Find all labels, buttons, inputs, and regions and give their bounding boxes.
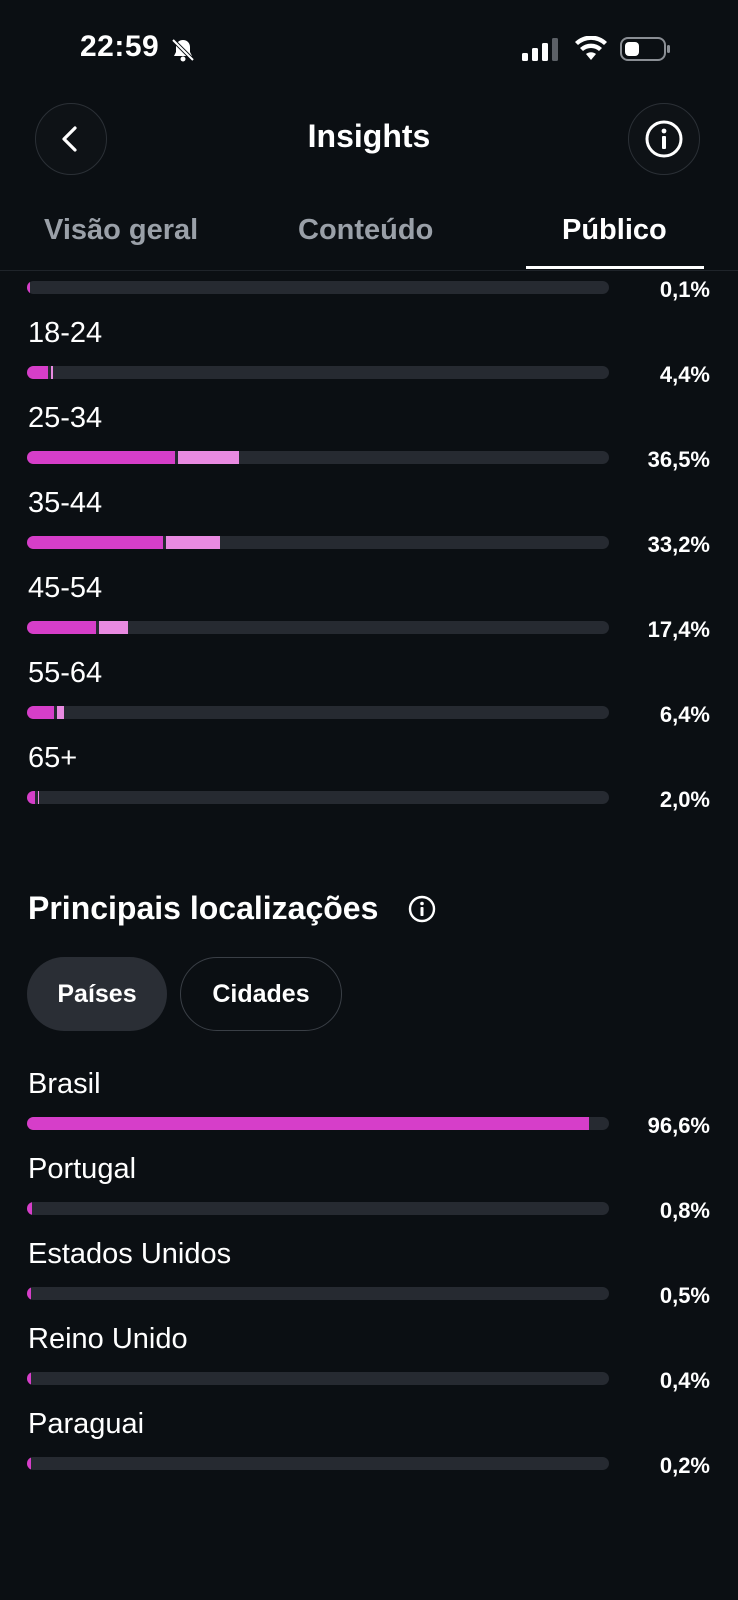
age-range-bar-women bbox=[27, 706, 54, 719]
age-range-percent: 4,4% bbox=[659, 362, 710, 387]
locations-title: Principais localizações bbox=[28, 890, 379, 926]
age-range-bar-women bbox=[27, 621, 96, 634]
filter-countries-button[interactable]: Países bbox=[27, 957, 167, 1031]
battery-icon bbox=[620, 37, 670, 61]
age-range-label: 55-64 bbox=[28, 657, 103, 689]
age-range-percent: 36,5% bbox=[647, 447, 710, 472]
filter-cities-button[interactable]: Cidades bbox=[180, 957, 342, 1031]
location-label: Reino Unido bbox=[28, 1323, 188, 1355]
age-range-bar-women bbox=[27, 451, 176, 464]
location-bar-fill bbox=[27, 1287, 31, 1300]
age-range-label: 45-54 bbox=[28, 572, 103, 604]
age-range-bar bbox=[27, 791, 609, 804]
age-range-bar bbox=[27, 536, 609, 549]
age-range-label: 35-44 bbox=[28, 487, 103, 519]
age-range-bar-women bbox=[27, 791, 36, 804]
age-range-bar bbox=[27, 281, 609, 294]
location-bar-fill bbox=[27, 1457, 31, 1470]
location-bar-fill bbox=[27, 1202, 32, 1215]
age-range-bar bbox=[27, 621, 609, 634]
location-bar bbox=[27, 1372, 609, 1385]
location-bar bbox=[27, 1287, 609, 1300]
location-label: Portugal bbox=[28, 1153, 137, 1185]
age-range-bar bbox=[27, 706, 609, 719]
active-tab-indicator bbox=[526, 266, 704, 269]
age-range-label: 65+ bbox=[28, 742, 78, 774]
bell-slash-icon bbox=[171, 38, 195, 62]
tab-overview[interactable]: Visão geral bbox=[44, 214, 199, 246]
age-range-bar-men bbox=[56, 706, 65, 719]
tab-content[interactable]: Conteúdo bbox=[298, 214, 434, 246]
age-range-bar-women bbox=[27, 281, 30, 294]
signal-icon bbox=[522, 38, 558, 61]
location-label: Brasil bbox=[28, 1068, 101, 1100]
tabs-divider bbox=[0, 270, 738, 271]
location-percent: 0,2% bbox=[659, 1453, 710, 1478]
age-range-percent: 2,0% bbox=[659, 787, 710, 812]
age-range-bar-men bbox=[165, 536, 221, 549]
age-range-bar-women bbox=[27, 536, 163, 549]
age-range-percent: 6,4% bbox=[659, 702, 710, 727]
age-range-bar-men bbox=[50, 366, 53, 379]
location-percent: 0,5% bbox=[659, 1283, 710, 1308]
age-range-bar-men bbox=[98, 621, 129, 634]
age-range-bar bbox=[27, 451, 609, 464]
page-title: Insights bbox=[307, 118, 431, 154]
age-range-bar bbox=[27, 366, 609, 379]
back-arrow-icon bbox=[62, 126, 77, 152]
location-label: Estados Unidos bbox=[28, 1238, 232, 1270]
location-percent: 96,6% bbox=[647, 1113, 710, 1138]
location-percent: 0,8% bbox=[659, 1198, 710, 1223]
info-button[interactable] bbox=[628, 103, 700, 175]
age-range-bar-women bbox=[27, 366, 48, 379]
age-range-percent: 33,2% bbox=[647, 532, 710, 557]
back-button[interactable] bbox=[35, 103, 107, 175]
location-percent: 0,4% bbox=[659, 1368, 710, 1393]
status-time: 22:59 bbox=[80, 30, 160, 63]
tab-audience[interactable]: Público bbox=[562, 214, 667, 246]
info-icon bbox=[645, 120, 683, 158]
location-bar bbox=[27, 1457, 609, 1470]
age-range-percent: 0,1% bbox=[659, 277, 710, 302]
location-bar bbox=[27, 1202, 609, 1215]
location-bar-fill bbox=[27, 1117, 590, 1130]
wifi-icon bbox=[575, 36, 607, 60]
age-range-bar-men bbox=[178, 451, 240, 464]
age-range-percent: 17,4% bbox=[647, 617, 710, 642]
info-icon[interactable] bbox=[408, 895, 436, 923]
location-bar-fill bbox=[27, 1372, 31, 1385]
age-range-label: 18-24 bbox=[28, 317, 103, 349]
location-bar bbox=[27, 1117, 609, 1130]
age-range-label: 25-34 bbox=[28, 402, 103, 434]
location-label: Paraguai bbox=[28, 1408, 145, 1440]
